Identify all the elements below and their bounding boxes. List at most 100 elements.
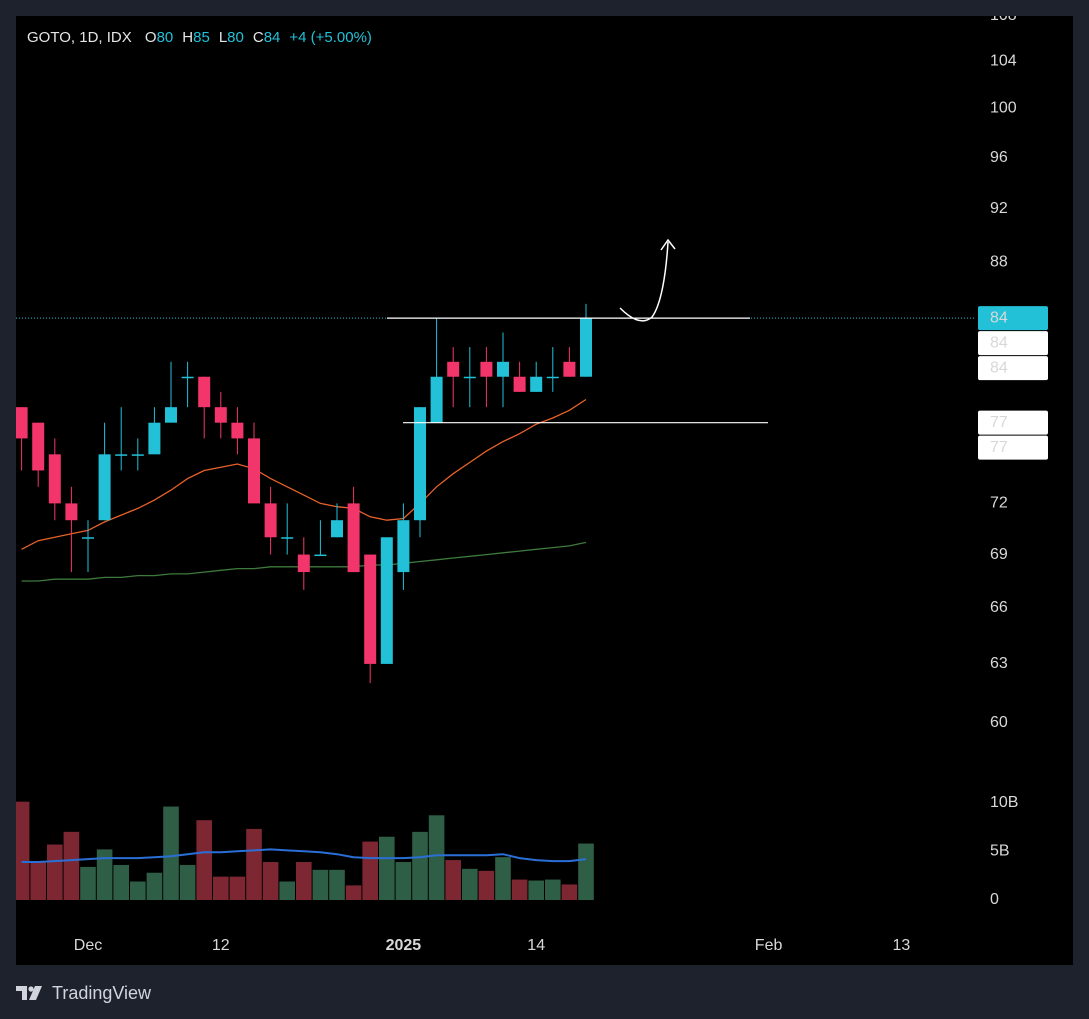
x-tick-label: 2025	[386, 937, 422, 954]
volume-bar	[146, 872, 163, 900]
volume-bar	[412, 831, 428, 900]
legend-change: +4 (+5.00%)	[289, 29, 372, 46]
price-badge	[978, 331, 1048, 356]
y-tick-label: 108	[990, 7, 1017, 24]
volume-bar	[296, 862, 312, 900]
candle-body	[497, 361, 509, 377]
volume-bar	[179, 864, 196, 900]
volume-bar	[163, 806, 179, 900]
volume-bar	[279, 881, 295, 900]
volume-bar	[561, 884, 578, 900]
candle-body	[281, 537, 294, 539]
candle-body	[331, 520, 343, 538]
y-tick-label: 92	[990, 200, 1008, 217]
volume-bar	[312, 869, 329, 900]
candle-body	[65, 503, 78, 521]
candle-body	[463, 376, 476, 379]
y-tick-label: 66	[990, 599, 1008, 616]
x-tick-label: 14	[527, 937, 545, 954]
price-badge	[978, 306, 1048, 331]
volume-bar	[445, 860, 461, 900]
chart-panel	[16, 16, 1073, 965]
volume-bar	[229, 876, 246, 900]
volume-tick-label: 10B	[990, 794, 1018, 811]
volume-bar	[213, 876, 229, 900]
volume-bar	[528, 880, 544, 900]
volume-bar	[478, 870, 495, 900]
arrow-annotation	[619, 241, 669, 322]
volume-bar	[462, 868, 478, 900]
candle-body	[148, 422, 161, 455]
candle-body	[264, 503, 277, 538]
y-tick-label: 60	[990, 714, 1008, 731]
candle-body	[347, 503, 360, 573]
candle-body	[131, 454, 144, 456]
volume-tick-label: 5B	[990, 843, 1010, 860]
y-tick-label: 104	[990, 53, 1017, 70]
x-tick-label: 12	[212, 937, 230, 954]
volume-bar	[246, 828, 262, 900]
price-badge-label: 84	[990, 359, 1008, 376]
volume-bar	[130, 881, 146, 900]
volume-bar	[511, 879, 528, 900]
legend-label: H	[182, 29, 194, 46]
legend-label: O	[144, 29, 157, 46]
price-badge	[978, 356, 1048, 381]
volume-ma-line	[21, 848, 587, 863]
candle-body	[98, 454, 111, 521]
candle-body	[165, 407, 177, 423]
logo	[16, 985, 42, 1000]
candle-body	[48, 454, 61, 504]
candle-body	[82, 537, 94, 539]
symbol: GOTO, 1D, IDX	[27, 29, 132, 46]
y-tick-label: 63	[990, 655, 1008, 672]
candle-body	[513, 376, 526, 392]
candle-body	[563, 361, 576, 377]
candle-body	[32, 422, 45, 471]
volume-bar	[30, 862, 46, 900]
volume-bar	[196, 820, 212, 900]
candle-body	[397, 520, 410, 573]
y-tick-label: 96	[990, 149, 1008, 166]
volume-bar	[80, 866, 96, 900]
candle-body	[314, 554, 327, 557]
legend: GOTO, 1D, IDX O80 H85 L80 C84 +4 (+5.00%)	[27, 29, 372, 46]
volume-bar	[428, 815, 445, 900]
x-tick-label: Dec	[74, 937, 102, 954]
volume-bar	[16, 801, 30, 900]
candle-body	[248, 438, 260, 504]
price-badge-label: 77	[990, 414, 1008, 431]
legend-value: 84	[263, 29, 281, 46]
legend-label: C	[252, 29, 264, 46]
volume-bar	[262, 862, 279, 900]
brand-name: TradingView	[52, 983, 152, 1003]
candle-body	[115, 454, 128, 456]
candle-body	[380, 537, 393, 664]
candle-body	[430, 376, 443, 423]
candle-body	[546, 376, 559, 379]
price-badge	[978, 410, 1048, 435]
candle-body	[364, 554, 377, 664]
volume-bar	[113, 864, 129, 900]
legend-value: 80	[227, 29, 244, 46]
candle-body	[414, 407, 426, 521]
candle-body	[447, 361, 460, 377]
y-tick-label: 69	[990, 546, 1008, 563]
volume-bar	[362, 841, 378, 900]
volume-tick-label: 0	[990, 891, 999, 908]
volume-bar	[329, 869, 345, 900]
legend-value: 85	[193, 29, 210, 46]
candle-body	[580, 318, 592, 377]
volume-bar	[379, 836, 395, 900]
price-badge	[978, 435, 1048, 460]
candle-body	[16, 407, 28, 439]
candle-body	[198, 376, 211, 408]
x-tick-label: 13	[893, 937, 911, 954]
volume-bar	[345, 885, 362, 900]
volume-bar	[96, 849, 113, 900]
price-badge-label: 84	[990, 309, 1008, 326]
volume-bar	[495, 857, 511, 900]
volume-bar	[578, 843, 594, 900]
